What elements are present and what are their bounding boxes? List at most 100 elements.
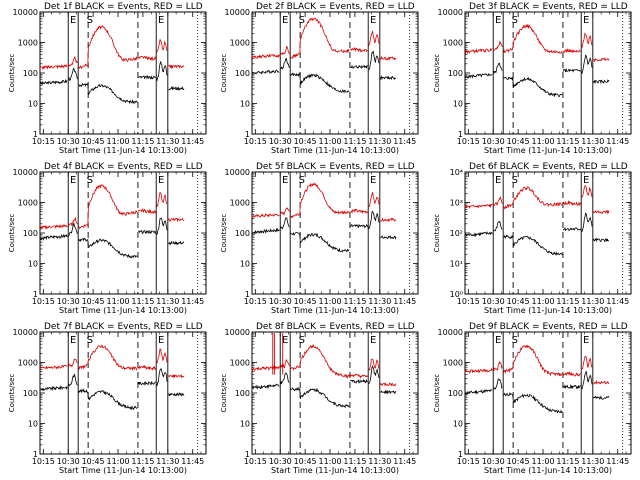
series-events-line: [380, 235, 397, 240]
series-events-line: [350, 223, 369, 229]
panel-det-7: Det 7f BLACK = Events, RED = LLD 1 10 100 10…: [8, 322, 207, 475]
plot-frame: [39, 171, 207, 295]
series-events-line: [581, 370, 593, 390]
series-events-line: [290, 386, 350, 409]
y-axis-label: Counts/sec: [433, 54, 441, 93]
marker-letter: E: [70, 335, 76, 346]
x-axis-label: Start Time (11-Jun-14 10:13:00): [484, 146, 612, 155]
series-lld-line: [290, 343, 350, 379]
x-tick-label: 11:15: [131, 297, 154, 306]
series-events-line: [78, 388, 138, 411]
panel-title: Det 9f BLACK = Events, RED = LLD: [469, 322, 628, 332]
series-lld-line: [581, 355, 593, 370]
series-events-line: [156, 61, 168, 82]
x-tick-label: 11:00: [318, 137, 341, 146]
y-tick-label: 10000: [225, 168, 250, 177]
x-tick-label: 11:00: [106, 137, 129, 146]
y-tick-label: 10000: [438, 328, 463, 337]
y-tick-label: 1: [33, 130, 38, 139]
series-lld-line: [280, 45, 290, 56]
series-events-line: [68, 67, 78, 82]
series-lld-line: [290, 17, 350, 59]
marker-letter: E: [158, 175, 164, 186]
x-tick-label: 11:30: [156, 297, 179, 306]
series-lld-line: [39, 364, 68, 370]
y-tick-label: 1000: [18, 39, 38, 48]
series-lld-line: [68, 358, 78, 368]
series-events-line: [280, 217, 290, 230]
series-lld-line: [368, 358, 380, 371]
marker-letter: E: [583, 335, 589, 346]
series-lld-line: [592, 209, 610, 215]
marker-letter: S: [299, 15, 305, 26]
y-tick-label: 10: [28, 420, 38, 429]
x-tick-label: 10:45: [507, 297, 530, 306]
y-tick-label: 10: [240, 420, 250, 429]
x-axis-label: Start Time (11-Jun-14 10:13:00): [271, 146, 399, 155]
marker-letter: E: [282, 335, 288, 346]
marker-letter: S: [87, 175, 93, 186]
series-events-line: [68, 222, 78, 236]
series-lld-line: [464, 47, 493, 55]
series-lld-line: [156, 39, 168, 53]
marker-letter: S: [299, 175, 305, 186]
series-lld-line: [137, 207, 157, 215]
y-axis-label: Counts/sec: [220, 214, 228, 253]
series-lld-line: [290, 182, 350, 219]
x-tick-label: 11:15: [556, 297, 579, 306]
y-tick-label: 100: [23, 229, 38, 238]
x-tick-label: 11:15: [343, 457, 366, 466]
plot-frame: [464, 331, 632, 455]
y-tick-label: 10²: [450, 229, 463, 238]
x-tick-label: 10:30: [269, 137, 292, 146]
x-tick-label: 10:45: [294, 297, 317, 306]
marker-letter: E: [583, 15, 589, 26]
series-lld-line: [251, 213, 280, 218]
marker-letter: E: [370, 15, 376, 26]
series-lld-line: [156, 348, 168, 364]
marker-letter: S: [512, 335, 518, 346]
panel-det-2: Det 2f BLACK = Events, RED = LLD 1 10 100 10…: [220, 2, 419, 155]
y-tick-label: 1000: [443, 39, 463, 48]
x-tick-label: 10:45: [82, 457, 105, 466]
series-lld-line: [280, 358, 290, 369]
x-axis-label: Start Time (11-Jun-14 10:13:00): [59, 466, 187, 475]
marker-letter: S: [87, 335, 93, 346]
x-tick-label: 10:30: [482, 297, 505, 306]
series-lld-line: [581, 32, 593, 49]
y-tick-label: 10: [28, 100, 38, 109]
x-tick-label: 11:00: [106, 457, 129, 466]
x-tick-label: 11:00: [531, 137, 554, 146]
x-axis-label: Start Time (11-Jun-14 10:13:00): [484, 306, 612, 315]
y-axis-label: Counts/sec: [433, 214, 441, 253]
series-lld-line: [78, 344, 138, 372]
series-events-line: [581, 54, 593, 75]
plot-frame: [251, 11, 419, 135]
x-axis-label: Start Time (11-Jun-14 10:13:00): [484, 466, 612, 475]
series-events-line: [379, 75, 397, 81]
panel-title: Det 4f BLACK = Events, RED = LLD: [44, 162, 203, 172]
y-tick-label: 100: [235, 69, 250, 78]
y-tick-label: 10: [240, 100, 250, 109]
series-lld-line: [562, 371, 581, 377]
series-events-line: [78, 82, 138, 105]
panel-title: Det 1f BLACK = Events, RED = LLD: [44, 2, 203, 12]
marker-letter: E: [282, 175, 288, 186]
series-events-line: [493, 220, 503, 232]
series-events-line: [493, 378, 503, 390]
series-lld-line: [251, 364, 280, 371]
x-tick-label: 11:30: [368, 137, 391, 146]
series-events-line: [562, 383, 581, 390]
y-tick-label: 1: [245, 290, 250, 299]
x-tick-label: 10:15: [457, 137, 480, 146]
x-tick-label: 11:45: [181, 297, 204, 306]
y-axis-label: Counts/sec: [8, 374, 16, 413]
series-events-line: [251, 383, 280, 390]
y-tick-label: 1: [245, 130, 250, 139]
series-events-line: [137, 380, 156, 386]
y-tick-label: 10¹: [450, 260, 463, 269]
series-events-line: [464, 72, 493, 79]
marker-letter: S: [512, 15, 518, 26]
marker-letter: E: [282, 15, 288, 26]
